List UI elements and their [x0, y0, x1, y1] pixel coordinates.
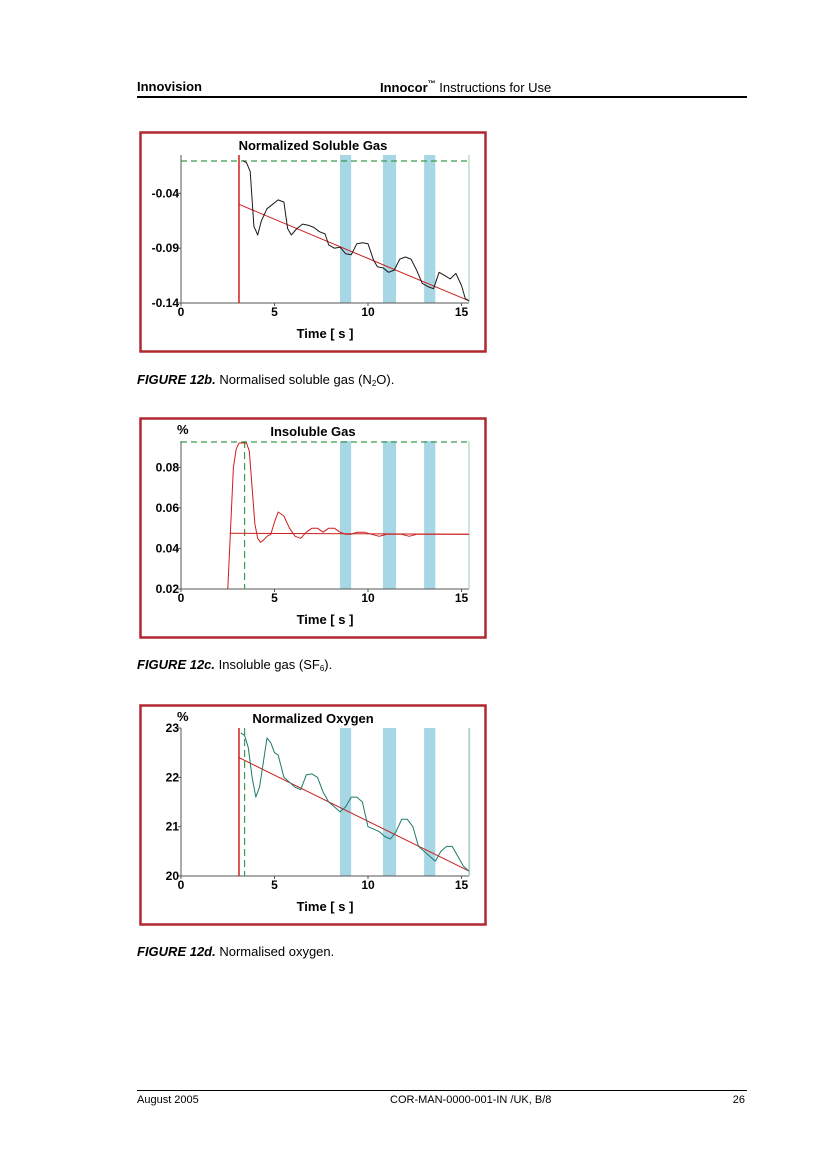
x-tick-label: 10 — [361, 305, 375, 319]
y-tick-label: 0.08 — [156, 460, 180, 474]
header-company: Innovision — [137, 79, 202, 94]
x-tick-label: 15 — [455, 305, 469, 319]
caption-figure-12d: FIGURE 12d. Normalised oxygen. — [137, 944, 334, 960]
caption-label: FIGURE 12b. — [137, 372, 216, 387]
shaded-band — [339, 155, 352, 303]
shaded-band — [424, 441, 436, 589]
caption-subscript: 2 — [371, 379, 377, 388]
trademark-mark: ™ — [427, 79, 436, 88]
y-tick-label: -0.09 — [152, 241, 180, 255]
x-axis-label: Time [ s ] — [297, 326, 354, 341]
caption-text: Normalised oxygen. — [215, 944, 335, 959]
shaded-band — [382, 441, 397, 589]
footer-date: August 2005 — [137, 1094, 199, 1106]
y-tick-label: 0.04 — [156, 541, 180, 555]
chart-insoluble-gas: 0.08 0.06 0.04 0.020 5 10 15 Insoluble Gas% Time… — [139, 417, 487, 639]
shaded-band — [339, 441, 352, 589]
y-tick-label: 0.06 — [156, 501, 180, 515]
x-tick-label: 15 — [455, 591, 469, 605]
shaded-band — [424, 728, 436, 876]
y-tick-label: -0.04 — [152, 186, 180, 200]
chart-title: Normalized Oxygen — [252, 711, 373, 726]
x-axis-label: Time [ s ] — [297, 899, 354, 914]
chart-normalized-oxygen: 23 22 21 200 5 10 15 Normalized Oxygen% Time [ s… — [139, 704, 487, 926]
caption-text-end: O). — [376, 372, 395, 387]
unit-label: % — [177, 422, 189, 437]
caption-figure-12b: FIGURE 12b. Normalised soluble gas (N2O)… — [137, 372, 394, 388]
chart-title: Normalized Soluble Gas — [239, 138, 388, 153]
x-tick-label: 0 — [178, 591, 185, 605]
x-tick-label: 0 — [178, 878, 185, 892]
caption-text-end: ). — [324, 657, 333, 672]
header-product: Innocor — [380, 80, 428, 95]
y-tick-label: 21 — [166, 820, 180, 834]
x-tick-label: 15 — [455, 878, 469, 892]
chart-title: Insoluble Gas — [270, 424, 355, 439]
caption-label: FIGURE 12c. — [137, 657, 216, 672]
fit-line — [238, 757, 470, 872]
x-tick-label: 0 — [178, 305, 185, 319]
shaded-band — [424, 155, 436, 303]
footer-doc-ref: COR-MAN-0000-001-IN /UK, B/8 — [390, 1094, 552, 1106]
header-doc-title: Instructions for Use — [435, 80, 552, 95]
x-tick-label: 10 — [361, 591, 375, 605]
caption-subscript: 6 — [319, 664, 325, 673]
y-tick-label: 22 — [166, 770, 180, 784]
y-tick-label: -0.14 — [152, 296, 180, 310]
header-title: Innocor™ Instructions for Use — [380, 79, 551, 95]
y-tick-label: 20 — [166, 869, 180, 883]
x-tick-label: 5 — [271, 591, 278, 605]
x-tick-label: 5 — [271, 305, 278, 319]
fit-line — [238, 203, 470, 302]
chart-normalized-soluble-gas: -0.04 -0.09 -0.140 5 10 15 Normalized Soluble … — [139, 131, 487, 353]
series-line — [227, 442, 469, 590]
series-line — [240, 732, 470, 872]
y-tick-label: 0.02 — [156, 582, 180, 596]
x-axis-label: Time [ s ] — [297, 612, 354, 627]
header-rule — [137, 96, 747, 98]
footer-page-number: 26 — [732, 1094, 745, 1106]
caption-figure-12c: FIGURE 12c. Insoluble gas (SF6). — [137, 657, 332, 673]
shaded-band — [382, 728, 397, 876]
x-tick-label: 5 — [271, 878, 278, 892]
shaded-band — [382, 155, 397, 303]
x-tick-label: 10 — [361, 878, 375, 892]
caption-text: Normalised soluble gas (N — [215, 372, 372, 387]
series-line — [242, 160, 470, 302]
y-tick-label: 23 — [166, 721, 180, 735]
plot-area — [181, 728, 469, 876]
shaded-band — [339, 728, 352, 876]
plot-area — [181, 155, 469, 303]
footer-rule — [137, 1090, 747, 1091]
caption-label: FIGURE 12d. — [137, 944, 216, 959]
unit-label: % — [177, 709, 189, 724]
caption-text: Insoluble gas (SF — [215, 657, 320, 672]
